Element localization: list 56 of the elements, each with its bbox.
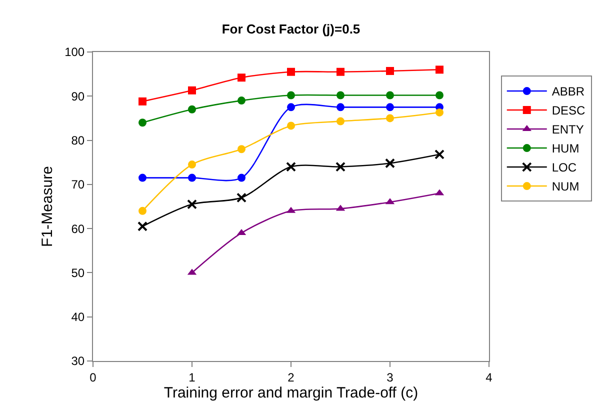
point bbox=[386, 114, 394, 122]
point bbox=[336, 117, 344, 126]
legend-label: LOC bbox=[552, 160, 577, 175]
point bbox=[287, 103, 295, 112]
point bbox=[188, 86, 196, 94]
point bbox=[336, 68, 344, 76]
point bbox=[386, 103, 394, 112]
point bbox=[236, 192, 246, 203]
point bbox=[138, 97, 146, 106]
point bbox=[436, 108, 444, 116]
x-tick-label: 3 bbox=[386, 370, 394, 384]
point bbox=[188, 105, 196, 114]
point bbox=[386, 66, 394, 75]
point bbox=[436, 91, 444, 100]
x-axis-title: Training error and margin Trade-off (c) bbox=[164, 384, 418, 402]
y-tick-label: 70 bbox=[71, 178, 85, 192]
y-axis-title: F1-Measure bbox=[38, 166, 56, 247]
point bbox=[286, 162, 296, 172]
point bbox=[386, 91, 394, 100]
legend-label: DESC bbox=[552, 104, 586, 118]
point bbox=[188, 174, 196, 182]
y-tick-label: 100 bbox=[64, 45, 85, 60]
x-tick-label: 0 bbox=[90, 370, 97, 384]
point bbox=[138, 174, 146, 182]
chart-title: For Cost Factor (j)=0.5 bbox=[222, 22, 360, 37]
point bbox=[336, 91, 344, 100]
point bbox=[138, 206, 146, 215]
point bbox=[238, 145, 246, 154]
y-tick-label: 40 bbox=[71, 310, 85, 324]
point bbox=[287, 68, 295, 76]
point bbox=[336, 162, 346, 172]
point bbox=[187, 199, 197, 210]
x-tick-label: 4 bbox=[486, 370, 493, 384]
point bbox=[188, 160, 196, 169]
point bbox=[436, 66, 444, 74]
legend-label: ABBR bbox=[552, 84, 585, 99]
point bbox=[287, 91, 295, 100]
y-tick-label: 30 bbox=[71, 354, 85, 368]
point bbox=[434, 149, 444, 160]
point bbox=[238, 74, 246, 82]
legend-label: ENTY bbox=[552, 122, 584, 137]
y-tick-label: 60 bbox=[71, 222, 85, 236]
point bbox=[385, 158, 395, 168]
point bbox=[238, 96, 246, 105]
point bbox=[287, 122, 295, 130]
point bbox=[238, 174, 246, 182]
x-tick-label: 1 bbox=[188, 370, 196, 384]
y-tick-label: 50 bbox=[71, 266, 85, 280]
point bbox=[336, 103, 344, 112]
legend-label: NUM bbox=[552, 180, 580, 194]
point bbox=[138, 221, 148, 232]
legend-label: HUM bbox=[552, 142, 580, 156]
point bbox=[138, 118, 146, 127]
x-tick-label: 2 bbox=[288, 370, 295, 384]
y-tick-label: 90 bbox=[71, 89, 85, 104]
y-tick-label: 80 bbox=[71, 133, 85, 148]
